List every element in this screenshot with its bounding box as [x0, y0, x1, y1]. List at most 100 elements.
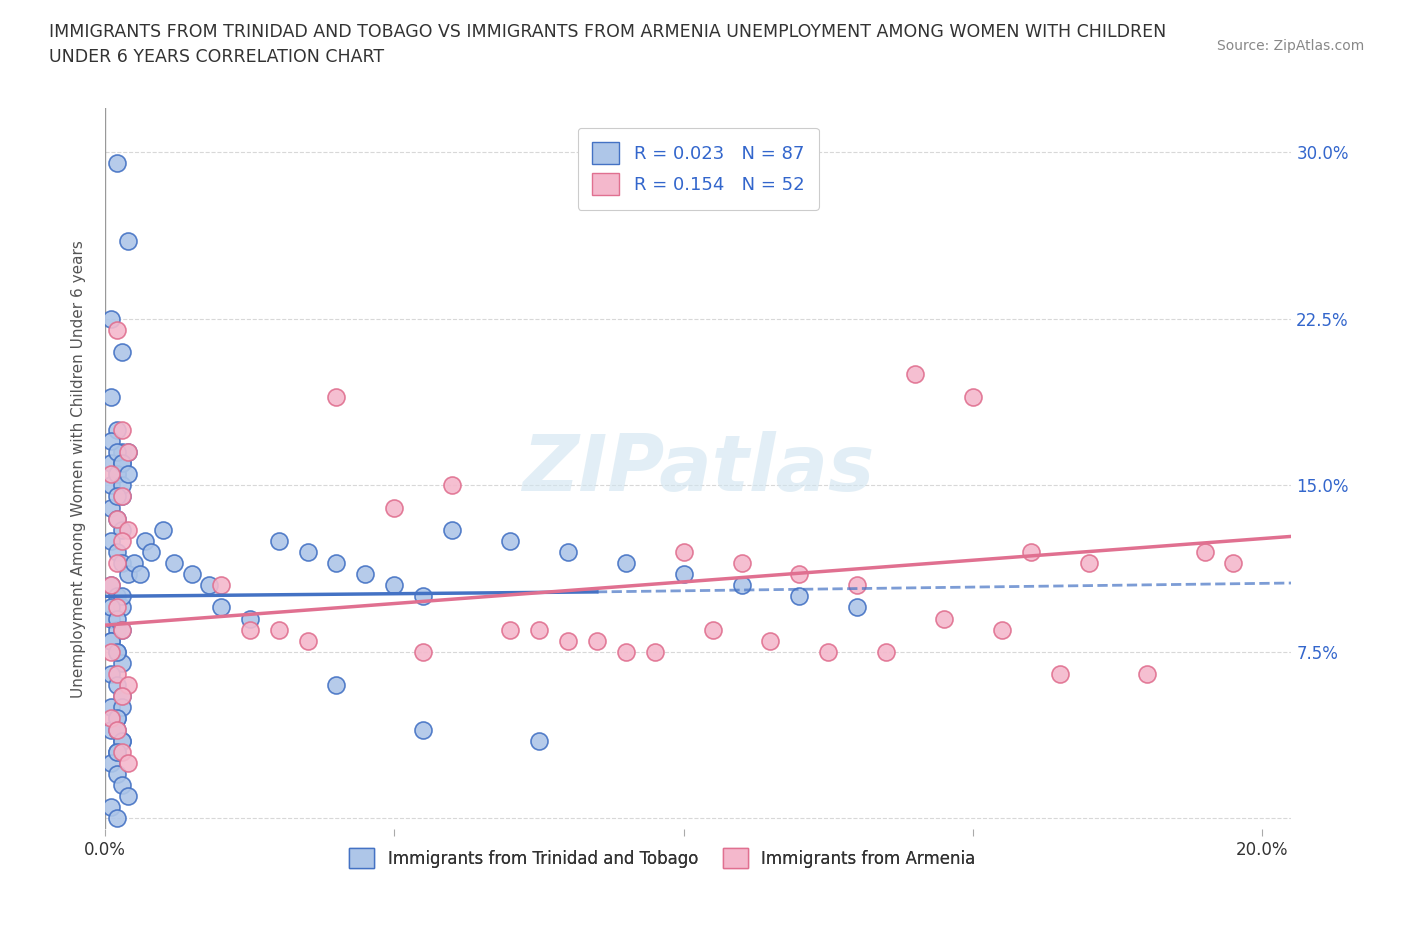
- Point: [267, 622, 290, 637]
- Point: [817, 644, 839, 659]
- Point: [111, 345, 134, 360]
- Point: [105, 644, 128, 659]
- Point: [644, 644, 666, 659]
- Point: [100, 467, 122, 482]
- Point: [134, 534, 156, 549]
- Point: [730, 578, 752, 592]
- Point: [932, 611, 955, 626]
- Point: [105, 811, 128, 826]
- Point: [117, 566, 139, 581]
- Point: [111, 534, 134, 549]
- Point: [614, 555, 637, 570]
- Point: [100, 722, 122, 737]
- Point: [441, 523, 464, 538]
- Point: [297, 633, 319, 648]
- Point: [325, 678, 347, 693]
- Point: [672, 566, 695, 581]
- Point: [239, 622, 262, 637]
- Point: [111, 656, 134, 671]
- Point: [789, 566, 811, 581]
- Point: [100, 800, 122, 815]
- Point: [100, 711, 122, 725]
- Point: [105, 611, 128, 626]
- Point: [117, 445, 139, 459]
- Point: [325, 389, 347, 404]
- Point: [991, 622, 1014, 637]
- Point: [111, 478, 134, 493]
- Point: [100, 433, 122, 448]
- Point: [198, 578, 221, 592]
- Point: [105, 600, 128, 615]
- Point: [105, 711, 128, 725]
- Point: [1019, 544, 1042, 559]
- Point: [111, 600, 134, 615]
- Point: [111, 622, 134, 637]
- Point: [128, 566, 150, 581]
- Point: [100, 667, 122, 682]
- Point: [111, 422, 134, 437]
- Point: [100, 600, 122, 615]
- Point: [105, 555, 128, 570]
- Point: [141, 544, 163, 559]
- Point: [105, 744, 128, 759]
- Point: [111, 456, 134, 471]
- Point: [111, 622, 134, 637]
- Point: [111, 700, 134, 715]
- Point: [111, 589, 134, 604]
- Point: [111, 456, 134, 471]
- Point: [163, 555, 186, 570]
- Point: [117, 523, 139, 538]
- Point: [111, 744, 134, 759]
- Point: [412, 589, 434, 604]
- Point: [846, 600, 869, 615]
- Point: [105, 711, 128, 725]
- Point: [105, 722, 128, 737]
- Point: [412, 722, 434, 737]
- Point: [105, 467, 128, 482]
- Point: [100, 578, 122, 592]
- Point: [111, 555, 134, 570]
- Point: [117, 789, 139, 804]
- Point: [557, 544, 579, 559]
- Point: [382, 578, 405, 592]
- Point: [904, 367, 927, 382]
- Point: [111, 689, 134, 704]
- Point: [105, 678, 128, 693]
- Point: [111, 733, 134, 748]
- Point: [875, 644, 897, 659]
- Point: [105, 445, 128, 459]
- Point: [105, 766, 128, 781]
- Point: [180, 566, 202, 581]
- Point: [117, 445, 139, 459]
- Point: [117, 467, 139, 482]
- Point: [105, 323, 128, 338]
- Point: [499, 534, 522, 549]
- Point: [100, 456, 122, 471]
- Point: [100, 312, 122, 326]
- Point: [105, 489, 128, 504]
- Text: ZIPatlas: ZIPatlas: [522, 431, 875, 507]
- Point: [614, 644, 637, 659]
- Point: [239, 611, 262, 626]
- Point: [325, 555, 347, 570]
- Point: [105, 589, 128, 604]
- Point: [412, 644, 434, 659]
- Point: [209, 600, 232, 615]
- Point: [111, 689, 134, 704]
- Point: [105, 156, 128, 171]
- Point: [105, 722, 128, 737]
- Point: [100, 633, 122, 648]
- Point: [586, 633, 609, 648]
- Y-axis label: Unemployment Among Women with Children Under 6 years: Unemployment Among Women with Children U…: [72, 240, 86, 698]
- Point: [759, 633, 782, 648]
- Point: [354, 566, 377, 581]
- Point: [105, 667, 128, 682]
- Point: [267, 534, 290, 549]
- Point: [672, 544, 695, 559]
- Text: IMMIGRANTS FROM TRINIDAD AND TOBAGO VS IMMIGRANTS FROM ARMENIA UNEMPLOYMENT AMON: IMMIGRANTS FROM TRINIDAD AND TOBAGO VS I…: [49, 23, 1167, 66]
- Point: [209, 578, 232, 592]
- Point: [382, 500, 405, 515]
- Point: [152, 523, 174, 538]
- Legend: Immigrants from Trinidad and Tobago, Immigrants from Armenia: Immigrants from Trinidad and Tobago, Imm…: [343, 842, 983, 875]
- Point: [111, 777, 134, 792]
